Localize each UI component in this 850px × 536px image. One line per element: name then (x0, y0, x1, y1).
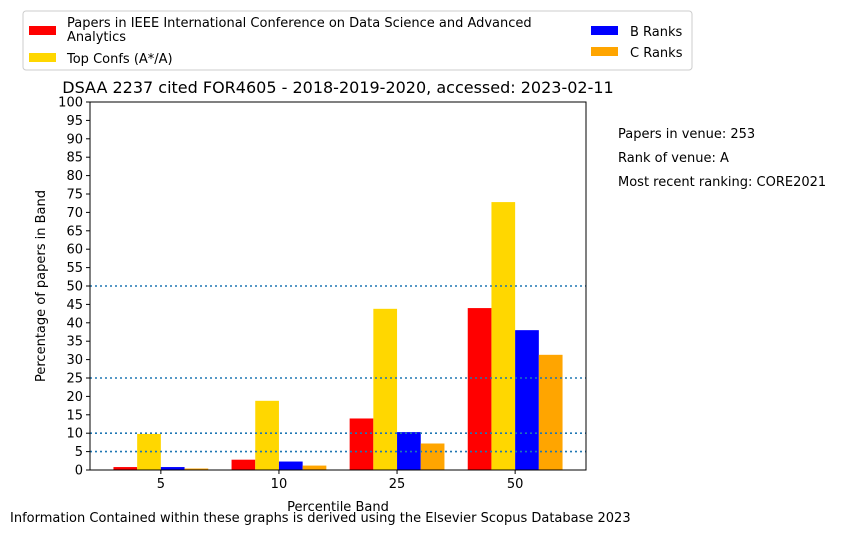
bar-25-series-3 (420, 443, 445, 470)
y-tick-label-55: 55 (66, 261, 83, 276)
bar-5-series-0 (113, 467, 138, 470)
legend-frame (22, 10, 693, 71)
x-tick-label-10: 10 (271, 477, 288, 492)
y-tick-label-45: 45 (66, 298, 83, 313)
rank-of-venue-note: Rank of venue: A (618, 151, 729, 166)
y-tick-label-30: 30 (66, 353, 83, 368)
y-tick-label-50: 50 (66, 280, 83, 295)
plot-frame (89, 101, 587, 471)
bar-5-series-3 (184, 468, 209, 470)
bar-10-series-3 (302, 465, 327, 470)
bar-50-series-0 (467, 308, 492, 470)
y-tick-label-0: 0 (75, 464, 83, 479)
bar-25-series-1 (373, 308, 398, 470)
legend-swatch-series-1 (29, 53, 56, 62)
y-tick-label-35: 35 (66, 335, 83, 350)
bar-50-series-3 (538, 354, 563, 470)
x-axis-label: Percentile Band (287, 500, 389, 515)
legend-swatch-series-3 (591, 47, 618, 56)
y-tick-label-15: 15 (66, 408, 83, 423)
legend-label-series-0-line-2: Analytics (67, 30, 126, 45)
recent-ranking-note: Most recent ranking: CORE2021 (618, 175, 827, 190)
legend-label-series-2: B Ranks (630, 25, 683, 40)
x-tick-label-25: 25 (389, 477, 406, 492)
x-tick-label-5: 5 (157, 477, 165, 492)
bar-10-series-0 (231, 459, 256, 470)
y-tick-label-95: 95 (66, 114, 83, 129)
y-tick-label-85: 85 (66, 151, 83, 166)
y-tick-label-80: 80 (66, 169, 83, 184)
y-tick-label-100: 100 (58, 96, 83, 111)
x-tick-label-50: 50 (507, 477, 524, 492)
source-footnote: Information Contained within these graph… (10, 511, 631, 526)
y-axis-label: Percentage of papers in Band (34, 190, 49, 382)
y-tick-label-70: 70 (66, 206, 83, 221)
legend-label-series-1: Top Confs (A*/A) (66, 52, 173, 67)
bar-25-series-0 (349, 418, 374, 470)
papers-in-venue-note: Papers in venue: 253 (618, 127, 756, 142)
y-tick-label-20: 20 (66, 390, 83, 405)
y-tick-label-90: 90 (66, 132, 83, 147)
bar-25-series-2 (397, 432, 421, 470)
bar-10-series-2 (278, 461, 303, 470)
legend-label-series-3: C Ranks (630, 46, 683, 61)
y-tick-label-10: 10 (66, 427, 83, 442)
y-tick-label-25: 25 (66, 372, 83, 387)
legend: Papers in IEEE International Conference … (22, 10, 693, 71)
bar-5-series-1 (137, 433, 161, 470)
legend-label-series-0-line-1: Papers in IEEE International Conference … (67, 16, 532, 31)
y-tick-label-5: 5 (75, 445, 83, 460)
plot-area: 5 10 25 50 0 5 10 15 20 25 30 35 40 45 50 55 60 65 70 75 80 8… (58, 96, 587, 492)
y-tick-label-65: 65 (66, 224, 83, 239)
chart-title: DSAA 2237 cited FOR4605 - 2018-2019-2020… (62, 78, 613, 97)
y-tick-label-75: 75 (66, 188, 83, 203)
bar-50-series-2 (515, 330, 539, 470)
bar-10-series-1 (255, 400, 279, 470)
y-tick-label-60: 60 (66, 243, 83, 258)
legend-swatch-series-2 (591, 26, 618, 35)
legend-swatch-series-0 (29, 26, 56, 35)
y-tick-label-40: 40 (66, 316, 83, 331)
bar-5-series-2 (160, 467, 185, 470)
bar-50-series-1 (491, 202, 516, 470)
